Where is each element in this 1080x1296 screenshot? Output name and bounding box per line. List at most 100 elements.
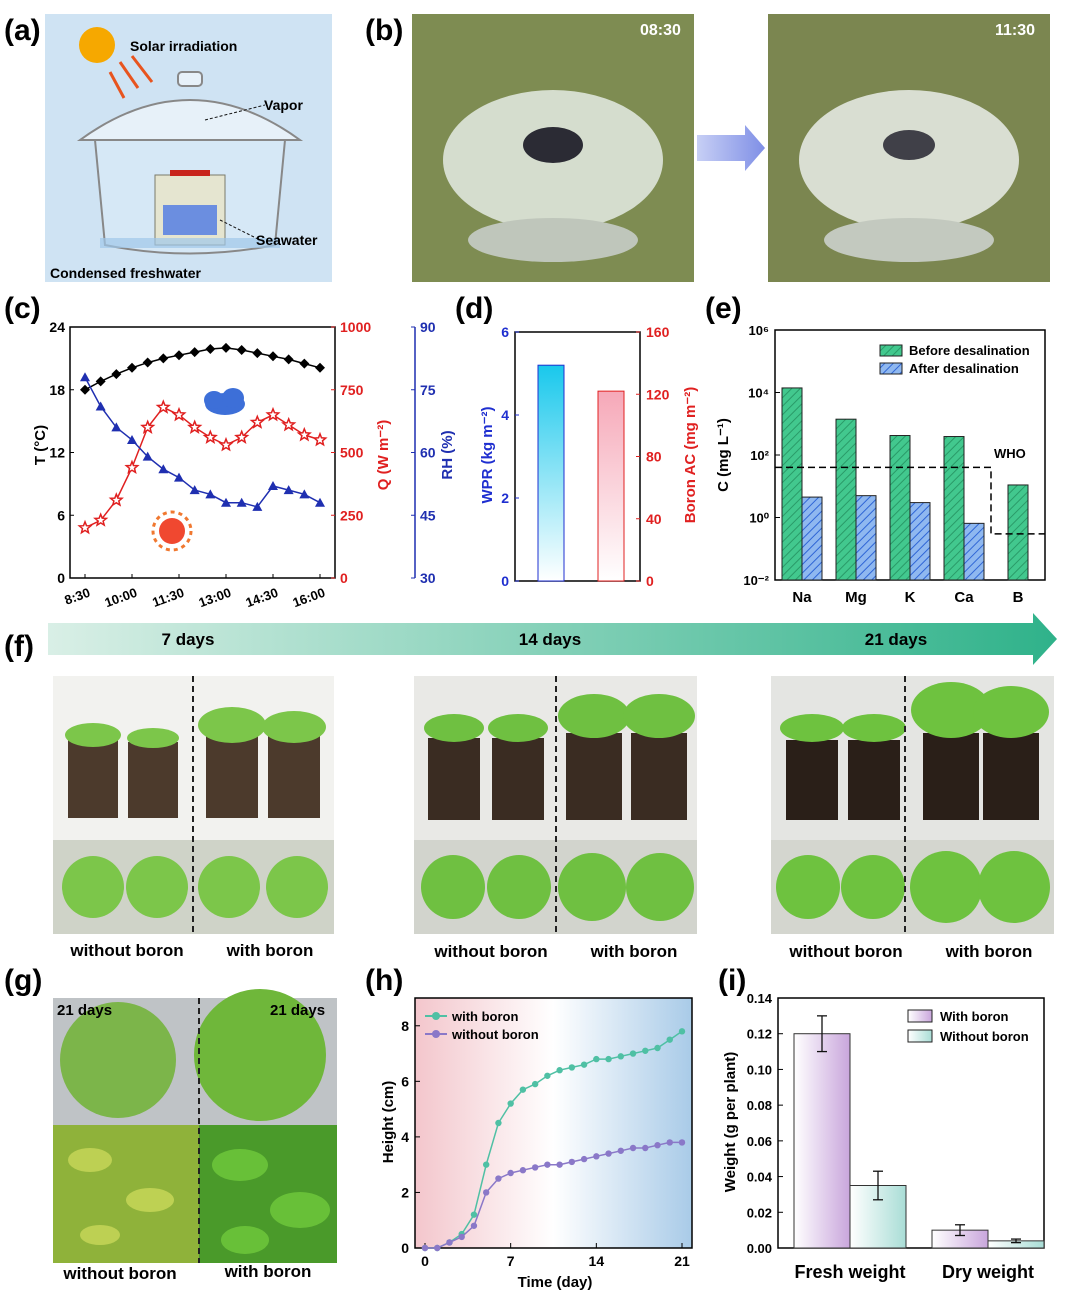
chart-c-point-RH-11: [252, 501, 263, 511]
panel-b: 08:30 11:30: [412, 14, 1050, 282]
legend-i-with-label: With boron: [940, 1009, 1009, 1024]
label-e: (e): [705, 292, 742, 325]
chart-d-tick-label-0-2: 4: [501, 407, 509, 423]
chart-h-point-0-15: [605, 1055, 612, 1063]
chart-e-ytick-label-3: 10⁴: [748, 386, 769, 401]
caption-day7-with: with boron: [226, 941, 314, 960]
chart-e-xlabel-3: Ca: [954, 589, 974, 606]
chart-h-point-1-10: [544, 1161, 551, 1168]
chart-c-point-RH-12: [268, 480, 278, 490]
chart-h-xtick-label-3: 21: [674, 1253, 690, 1269]
label-a: (a): [4, 14, 41, 47]
chart-c-point-T-11: [252, 348, 263, 359]
chart-c-point-Q-11: [249, 414, 265, 429]
chart-h-line-1: [425, 1141, 682, 1249]
chart-i-xlabel-1: Dry weight: [942, 1262, 1034, 1282]
absorber: [170, 170, 210, 176]
label-g: (g): [4, 964, 42, 997]
chart-h-point-1-16: [617, 1147, 625, 1154]
chart-h-ytick-label-4: 8: [401, 1018, 409, 1034]
chart-c-point-Q-4: [140, 419, 156, 435]
chart-h-point-0-12: [568, 1064, 576, 1071]
caption-day14-without: without boron: [433, 942, 547, 961]
chart-c-xtick-label-4: 14:30: [244, 585, 280, 610]
chart-h-point-0-10: [544, 1072, 551, 1079]
chart-h-point-0-6: [495, 1119, 502, 1127]
chart-c-point-T-10: [236, 345, 247, 356]
chart-h-point-0-11: [556, 1067, 563, 1074]
chart-c-point-T-12: [268, 351, 278, 362]
chart-h-ytick-label-0: 0: [401, 1240, 409, 1256]
chart-h-xtick-label-0: 0: [421, 1253, 429, 1269]
chart-i-bar-0-0: [793, 1033, 851, 1249]
chart-h-ylabel: Height (cm): [380, 1081, 397, 1164]
chart-h-point-0-9: [531, 1080, 539, 1088]
legend-before-swatch: [879, 344, 903, 357]
chart-e-xlabel-1: Mg: [845, 589, 867, 606]
legend-with-label: with boron: [451, 1009, 518, 1024]
chart-d-tick-label-1-1: 40: [646, 511, 662, 527]
chart-c-point-RH-3: [127, 434, 137, 444]
chart-i-ytick-label-1: 0.02: [747, 1205, 772, 1220]
chart-c-frame: [69, 326, 336, 579]
chart-i-ytick-label-7: 0.14: [747, 991, 773, 1006]
chart-e-bar-after-0: [801, 496, 823, 581]
chart-c-line-RH: [84, 376, 321, 508]
chart-e-bar-before-0: [781, 387, 803, 581]
timeline-arrow: [48, 613, 1057, 665]
chart-c-point-Q-13: [281, 416, 297, 432]
chart-c-point-RH-1: [95, 401, 106, 411]
panel-letters: (a) (b) (c) (d) (e) (f) (g) (h) (i): [4, 14, 746, 997]
chart-c-tick-label-2-0: 30: [420, 570, 436, 586]
chart-h-point-1-1: [434, 1244, 441, 1252]
chart-c-point-RH-15: [315, 497, 325, 507]
tag-g-right: 21 days: [270, 1002, 325, 1019]
chart-h-point-1-0: [421, 1244, 429, 1252]
chart-c-ylabel-q: Q (W m⁻²): [375, 420, 392, 490]
chart-c-tick-label-2-2: 60: [420, 445, 436, 461]
chart-h-point-0-4: [470, 1211, 478, 1218]
chart-h-point-1-20: [666, 1139, 673, 1146]
chart-h-point-1-19: [654, 1142, 661, 1149]
chart-h-point-0-20: [666, 1036, 673, 1043]
chart-c-tick-label-0-1: 6: [57, 507, 65, 523]
chart-e-xlabel-0: Na: [792, 589, 812, 606]
chart-h-ytick-label-1: 2: [401, 1184, 409, 1200]
chart-c-point-Q-0: [77, 519, 93, 535]
caption-g-without: without boron: [62, 1264, 176, 1283]
chart-d-tick-label-1-2: 80: [646, 449, 662, 465]
legend-with-swatch: [907, 1009, 933, 1023]
cloud-icon: [204, 388, 245, 415]
chart-e-xlabel-2: K: [905, 589, 916, 606]
chart-c: T (°C) Q (W m⁻²) RH (%) 0 6 12 18 24 0 250 500 7…: [32, 319, 456, 610]
chart-h-point-1-12: [568, 1158, 576, 1166]
chart-i-ytick-label-5: 0.10: [747, 1062, 772, 1077]
legend-without-label: without boron: [451, 1027, 539, 1042]
chart-c-point-RH-7: [189, 485, 200, 495]
chart-h-point-1-9: [531, 1164, 539, 1171]
chart-h-point-1-3: [458, 1233, 465, 1241]
chart-e-ytick-label-4: 10⁶: [749, 323, 769, 338]
chart-i-ytick-label-0: 0.00: [747, 1241, 772, 1256]
time-1130: 11:30: [995, 22, 1035, 39]
chart-h-background: [415, 998, 692, 1248]
chart-c-ylabel-rh: RH (%): [439, 430, 456, 479]
chart-i-frame: [777, 997, 1045, 1249]
label-i: (i): [718, 964, 746, 997]
chart-h-ytick-label-3: 6: [401, 1073, 409, 1089]
chart-c-ylabel-t: T (°C): [32, 425, 49, 465]
chart-c-xtick-label-2: 11:30: [150, 585, 186, 610]
chart-c-xtick-label-3: 13:00: [197, 585, 233, 610]
chart-c-point-RH-5: [158, 464, 169, 474]
chart-c-point-T-13: [283, 354, 294, 365]
label-seawater: Seawater: [256, 232, 318, 248]
chart-i-ytick-label-3: 0.06: [747, 1134, 772, 1149]
chart-e-bar-after-3: [963, 522, 985, 581]
chart-d-bar-0: [537, 364, 565, 582]
label-h: (h): [365, 964, 403, 997]
chart-c-point-Q-7: [187, 419, 203, 435]
chart-h-point-1-14: [593, 1153, 600, 1160]
legend-after-label: After desalination: [909, 361, 1019, 376]
chart-c-point-T-5: [158, 353, 169, 364]
chart-c-point-T-15: [315, 362, 325, 373]
